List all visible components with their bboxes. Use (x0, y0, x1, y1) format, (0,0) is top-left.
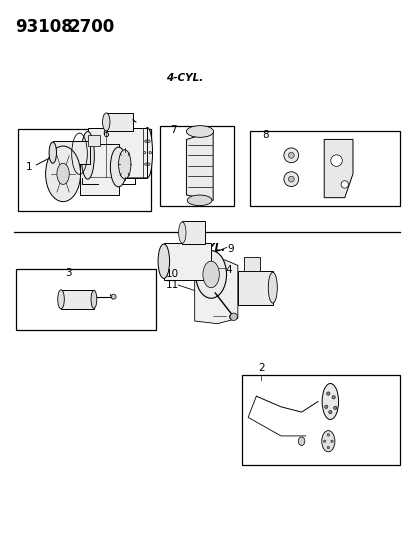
Ellipse shape (202, 261, 219, 288)
Text: 11: 11 (166, 280, 179, 290)
Ellipse shape (81, 132, 94, 179)
Ellipse shape (57, 163, 69, 184)
Circle shape (143, 151, 145, 154)
Text: 4-CYL.: 4-CYL. (166, 73, 203, 83)
Text: 3: 3 (65, 268, 71, 278)
Bar (79, 144, 118, 195)
Circle shape (145, 140, 147, 142)
Circle shape (328, 410, 331, 414)
Ellipse shape (45, 146, 81, 201)
Text: 6: 6 (102, 129, 109, 139)
Circle shape (323, 440, 325, 442)
Bar (243, 257, 260, 271)
Ellipse shape (142, 127, 152, 178)
Circle shape (283, 172, 298, 187)
Ellipse shape (110, 147, 126, 187)
Circle shape (147, 140, 150, 142)
Circle shape (283, 148, 298, 163)
Text: 6-CYL.: 6-CYL. (188, 243, 225, 253)
Circle shape (326, 434, 329, 436)
Circle shape (330, 440, 332, 442)
Ellipse shape (321, 431, 334, 452)
Polygon shape (186, 132, 213, 200)
Ellipse shape (49, 142, 56, 163)
Circle shape (288, 152, 294, 158)
Ellipse shape (158, 244, 169, 278)
Circle shape (330, 155, 342, 166)
Text: 4: 4 (225, 265, 232, 276)
Polygon shape (194, 257, 237, 324)
Circle shape (288, 176, 294, 182)
Ellipse shape (321, 384, 338, 419)
Bar (88, 128, 147, 177)
Circle shape (326, 392, 329, 395)
Text: 1: 1 (26, 162, 32, 172)
Circle shape (230, 313, 237, 320)
Bar (164, 243, 211, 280)
Ellipse shape (187, 195, 211, 206)
Ellipse shape (178, 222, 185, 243)
Ellipse shape (298, 437, 304, 446)
Ellipse shape (57, 290, 64, 309)
Text: 10: 10 (166, 269, 178, 279)
Circle shape (333, 406, 336, 409)
Circle shape (145, 163, 147, 165)
Ellipse shape (268, 272, 277, 303)
Circle shape (229, 314, 234, 319)
Circle shape (149, 151, 151, 154)
Bar (53, 141, 90, 164)
Circle shape (111, 294, 116, 299)
Text: 2700: 2700 (69, 18, 115, 36)
Bar (182, 222, 204, 244)
Text: 9: 9 (227, 244, 234, 254)
Circle shape (340, 181, 348, 188)
Ellipse shape (91, 290, 97, 308)
Circle shape (326, 446, 329, 449)
Text: 5: 5 (247, 271, 253, 281)
Circle shape (331, 395, 335, 399)
Text: 7: 7 (170, 125, 176, 135)
Ellipse shape (186, 126, 213, 138)
Ellipse shape (195, 251, 226, 298)
Text: 8: 8 (262, 131, 268, 140)
Text: 2: 2 (258, 364, 264, 374)
Polygon shape (323, 140, 352, 198)
Circle shape (147, 163, 150, 165)
Ellipse shape (118, 150, 131, 179)
Bar (237, 271, 272, 305)
Bar (106, 113, 133, 132)
Text: 93108: 93108 (15, 18, 73, 36)
Ellipse shape (102, 113, 110, 131)
Bar (61, 290, 94, 309)
Circle shape (324, 405, 327, 408)
Bar (88, 135, 100, 146)
